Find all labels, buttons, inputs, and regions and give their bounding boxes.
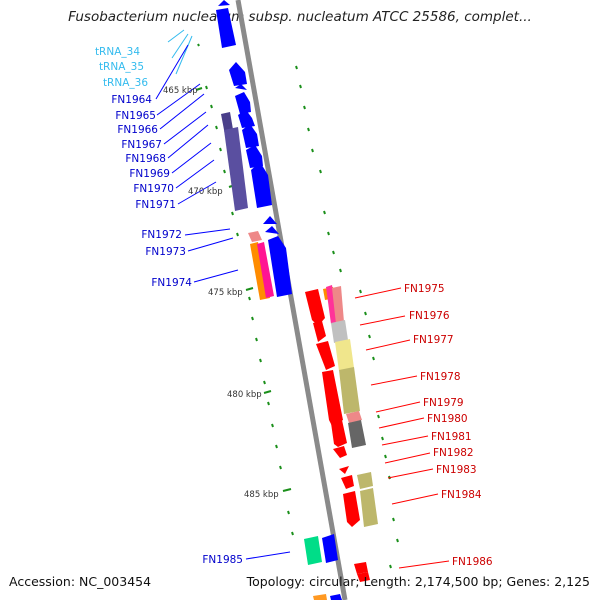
gene-arrow <box>343 491 360 527</box>
gene-label[interactable]: FN1984 <box>441 489 482 501</box>
tick-marks <box>195 43 399 569</box>
gene-arrow <box>341 475 354 489</box>
gene-arrow <box>313 321 326 342</box>
gene-label[interactable]: FN1973 <box>145 246 186 258</box>
gene-label[interactable]: FN1974 <box>151 277 192 289</box>
leader-lines-left <box>155 29 291 560</box>
scale-label: 480 kbp <box>227 390 262 400</box>
gene-label[interactable]: FN1969 <box>129 168 170 180</box>
function-blocks-right <box>323 285 378 527</box>
gene-arrow <box>316 341 335 370</box>
leader-lines-right <box>354 287 450 569</box>
gene-arrow <box>251 162 272 208</box>
gene-arrow <box>229 62 247 86</box>
gene-arrow <box>265 226 279 234</box>
gene-label[interactable]: FN1983 <box>436 464 477 476</box>
gene-labels-right: FN1975 FN1976 FN1977 FN1978 FN1979 FN198… <box>404 283 493 568</box>
gene-arrow <box>333 446 347 458</box>
gene-label[interactable]: FN1981 <box>431 431 472 443</box>
forward-genes <box>216 0 342 600</box>
gene-label[interactable]: FN1985 <box>202 554 243 566</box>
gene-label[interactable]: FN1976 <box>409 310 450 322</box>
scale-label: 475 kbp <box>208 288 243 298</box>
gene-label[interactable]: FN1967 <box>121 139 162 151</box>
scale-labels: 465 kbp 470 kbp 475 kbp 480 kbp 485 kbp <box>163 86 279 500</box>
gene-arrow <box>330 594 342 600</box>
gene-arrow <box>246 145 263 168</box>
gene-label[interactable]: FN1977 <box>413 334 454 346</box>
gene-label[interactable]: FN1971 <box>135 199 176 211</box>
gene-label[interactable]: FN1966 <box>117 124 158 136</box>
gene-arrow <box>238 110 255 128</box>
scale-label: 465 kbp <box>163 86 198 96</box>
map-title: Fusobacterium nucleatum subsp. nucleatum… <box>68 9 532 25</box>
gene-arrow <box>216 8 236 48</box>
genome-stats-text: Topology: circular; Length: 2,174,500 bp… <box>246 574 590 589</box>
trna-label[interactable]: tRNA_36 <box>103 77 148 89</box>
scale-label: 470 kbp <box>188 187 223 197</box>
gene-arrow <box>357 572 370 582</box>
trna-label[interactable]: tRNA_35 <box>99 61 144 73</box>
gene-arrow <box>235 84 247 90</box>
gene-label[interactable]: FN1968 <box>125 153 166 165</box>
gene-label[interactable]: FN1965 <box>115 110 156 122</box>
gene-arrow <box>242 124 259 148</box>
gene-arrow <box>354 562 368 574</box>
reverse-genes <box>305 289 370 582</box>
gene-label[interactable]: FN1980 <box>427 413 468 425</box>
gene-arrow <box>322 370 343 426</box>
gene-label[interactable]: FN1979 <box>423 397 464 409</box>
accession-text: Accession: NC_003454 <box>9 574 152 589</box>
gene-arrow <box>322 534 338 563</box>
gene-arrow <box>218 0 230 6</box>
gene-arrow <box>235 92 251 114</box>
gene-arrow <box>268 236 292 297</box>
gene-label[interactable]: FN1978 <box>420 371 461 383</box>
gene-arrow <box>331 420 347 447</box>
gene-labels-left: tRNA_34 tRNA_35 tRNA_36 FN1964 FN1965 FN… <box>95 46 243 566</box>
gene-arrow <box>263 216 277 224</box>
gene-label[interactable]: FN1972 <box>141 229 182 241</box>
gene-label[interactable]: FN1986 <box>452 556 493 568</box>
gene-label[interactable]: FN1982 <box>433 447 474 459</box>
scale-label: 485 kbp <box>244 490 279 500</box>
gene-label[interactable]: FN1975 <box>404 283 445 295</box>
gene-label[interactable]: FN1964 <box>111 94 152 106</box>
gene-arrow <box>305 289 325 326</box>
gene-arrow <box>339 466 349 474</box>
trna-label[interactable]: tRNA_34 <box>95 46 140 58</box>
genome-backbone <box>235 0 348 600</box>
gene-label[interactable]: FN1970 <box>133 183 174 195</box>
function-blocks-left <box>221 112 327 600</box>
